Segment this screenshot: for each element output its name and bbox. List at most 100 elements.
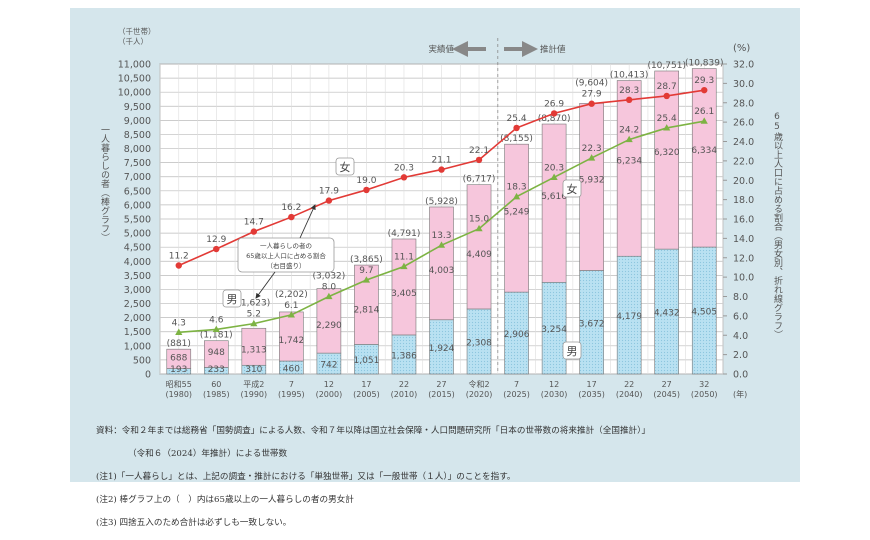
left-tick-label: 5,000 <box>124 229 151 240</box>
projection-label: 推計値 <box>540 44 566 55</box>
bar-female <box>504 143 529 293</box>
bar-female-label: 1,313 <box>241 346 267 356</box>
bar-male-label: 233 <box>208 365 225 375</box>
line-value-label: 26.9 <box>544 99 564 109</box>
source-note: 資料：令和２年までは総務省「国勢調査」による人数、令和７年以降は国立社会保障・人… <box>96 426 651 437</box>
right-tick-label: 14.0 <box>733 234 754 245</box>
left-tick-label: 3,000 <box>124 285 151 296</box>
bar-female <box>204 340 229 368</box>
bar-total-label: (8,155) <box>500 134 533 144</box>
male-line-tag: 男 <box>227 293 238 306</box>
bar-female <box>316 288 342 354</box>
right-tick-label: 24.0 <box>733 137 754 148</box>
line-value-label: 5.2 <box>247 310 261 320</box>
left-tick-label: 2,000 <box>124 313 151 324</box>
x-tick-label: 7 <box>514 380 519 389</box>
line-value-label: 18.3 <box>507 183 527 193</box>
annotation-text: 一人暮らしの者の <box>260 241 312 250</box>
male-line-point <box>475 224 483 232</box>
x-tick-label: 22 <box>624 380 634 389</box>
bar-male-label: 4,505 <box>691 308 717 318</box>
bar-total-label: (10,839) <box>685 59 724 69</box>
bar-female-label: 5,932 <box>579 176 605 186</box>
bar-female-label: 6,234 <box>616 157 642 167</box>
line-value-label: 25.4 <box>507 114 527 124</box>
x-tick-year: (2015) <box>428 390 455 399</box>
female-line-point <box>625 96 633 104</box>
bar-total-label: (6,717) <box>463 175 496 185</box>
bar-female-label: 2,814 <box>354 306 380 316</box>
male-line-point <box>287 311 295 318</box>
bar-female <box>579 103 604 271</box>
female-line-point <box>250 228 258 235</box>
bar-female <box>466 184 492 310</box>
bar-female-label: 2,290 <box>316 321 342 331</box>
female-line-point <box>325 197 333 204</box>
female-line-point <box>475 156 483 164</box>
right-tick-label: 16.0 <box>733 215 754 226</box>
line-value-label: 28.7 <box>657 82 677 92</box>
right-tick-label: 2.0 <box>733 350 748 361</box>
male-line-point <box>325 292 333 300</box>
bar-female-label: 948 <box>208 348 225 358</box>
x-tick-year: (1995) <box>278 390 305 399</box>
bar-male-label: 1,924 <box>429 344 455 354</box>
bar-total-label: (4,791) <box>388 229 421 239</box>
male-line-point <box>400 262 408 270</box>
left-tick-label: 5,500 <box>124 215 151 226</box>
female-line-point <box>588 100 595 107</box>
x-tick-label: 60 <box>211 380 221 389</box>
male-line-point <box>362 276 371 283</box>
bar-male-label: 4,432 <box>654 309 680 319</box>
line-value-label: 9.7 <box>359 266 373 276</box>
x-tick-label: 12 <box>324 380 334 389</box>
bar-male-label: 3,672 <box>579 319 605 329</box>
female-line-tag: 女 <box>340 160 351 174</box>
left-tick-label: 4,000 <box>124 257 151 268</box>
female-line-point <box>550 110 558 117</box>
male-line-point <box>175 328 183 335</box>
x-tick-label: 平成2 <box>243 379 264 389</box>
left-tick-label: 1,500 <box>124 327 151 338</box>
bar-male-label: 193 <box>170 365 187 375</box>
female-line-point <box>400 174 408 181</box>
x-tick-label: 12 <box>549 380 559 389</box>
bar-female-label: 3,405 <box>391 289 417 299</box>
male-bar-tag: 男 <box>567 345 578 358</box>
note-1: (注1)「一人暮らし」とは、上記の調査・推計における「単独世帯」又は「一般世帯（… <box>96 472 516 483</box>
left-tick-label: 10,500 <box>118 74 151 85</box>
left-tick-label: 1,000 <box>124 341 151 352</box>
annotation-arrow-female <box>299 204 316 239</box>
line-value-label: 20.3 <box>544 163 564 173</box>
line-value-label: 26.1 <box>694 107 714 117</box>
right-tick-label: 8.0 <box>733 292 748 303</box>
bar-female-label: 6,334 <box>691 146 717 156</box>
left-axis-unit: （千人） <box>118 36 148 46</box>
x-tick-year: (2020) <box>466 390 493 399</box>
female-line-point <box>438 166 445 173</box>
source-note-cont: （令和６（2024）年推計）による世帯数 <box>128 449 288 460</box>
right-tick-label: 22.0 <box>733 156 754 167</box>
bar-female <box>241 327 267 366</box>
x-tick-label: 22 <box>399 380 409 389</box>
female-line-point <box>288 213 295 221</box>
male-line-point <box>663 124 671 131</box>
bar-male-label: 1,386 <box>391 351 417 361</box>
x-tick-year: (1985) <box>203 390 230 399</box>
bar-male <box>429 319 454 375</box>
bar-female-label: 6,320 <box>654 148 680 158</box>
line-value-label: 22.3 <box>582 144 602 154</box>
bar-total-label: (10,413) <box>610 71 649 81</box>
female-line-point <box>701 86 708 94</box>
bar-female <box>279 311 304 362</box>
right-tick-label: 18.0 <box>733 195 754 206</box>
x-tick-year: (2040) <box>616 390 643 399</box>
male-line-point <box>212 325 220 333</box>
line-value-label: 24.2 <box>619 126 639 136</box>
bar-total-label: (2,202) <box>275 290 308 300</box>
bar-total-label: (9,604) <box>575 79 608 89</box>
bar-male-label: 1,051 <box>354 356 380 366</box>
bar-total-label: (10,751) <box>647 61 686 71</box>
note-2: (注2) 棒グラフ上の（ ）内は65歳以上の一人暮らしの者の男女計 <box>96 494 354 505</box>
x-tick-label: 32 <box>699 380 709 389</box>
